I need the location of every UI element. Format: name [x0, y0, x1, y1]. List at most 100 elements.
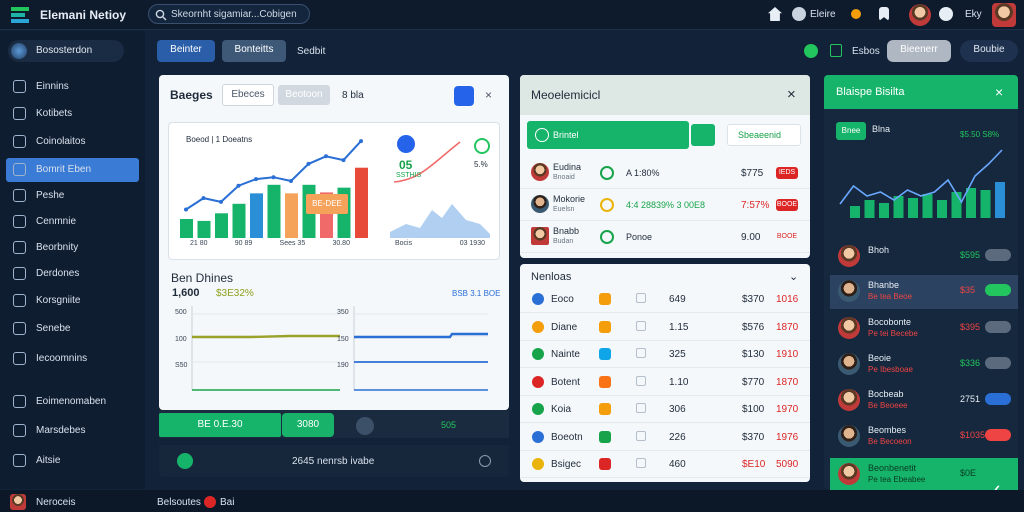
bottom-avatar[interactable]	[10, 494, 26, 510]
row-value-b: $370	[742, 431, 765, 443]
row-avatar	[531, 163, 549, 181]
action-button-2[interactable]: 3080	[282, 413, 334, 437]
portfolio-pill[interactable]	[985, 249, 1011, 261]
bookmark-icon[interactable]	[879, 7, 889, 21]
row-name: Botent	[551, 376, 580, 388]
sidebar-item-12[interactable]: Eoimenomaben	[6, 390, 139, 414]
action-button-1[interactable]: BE 0.E.30	[159, 413, 281, 437]
home-icon[interactable]	[768, 7, 782, 21]
sidebar-item-1[interactable]: Einnins	[6, 75, 139, 99]
portfolio-bar-2	[864, 200, 875, 218]
news-row[interactable]: Botent 1.10 $770 1870	[520, 369, 810, 396]
transaction-row[interactable]: Eudina Bnoaid A 1:80% $775 IEDS	[520, 158, 810, 189]
row-coin-icon	[532, 375, 544, 388]
user-label[interactable]: Eleire	[810, 9, 836, 20]
tab-4[interactable]: 8 bla	[342, 90, 364, 101]
close-icon[interactable]: ×	[787, 86, 796, 103]
news-row[interactable]: Boeotn 226 $370 1976	[520, 424, 810, 451]
portfolio-row[interactable]: Bhoh $595	[830, 240, 1018, 274]
sidebar-item-14[interactable]: Aitsie	[6, 449, 139, 473]
tab-green[interactable]: Brintel	[527, 121, 689, 149]
profile-avatar[interactable]	[992, 3, 1016, 27]
sidebar-item-4[interactable]: Bomrit Eben	[6, 158, 139, 182]
sidebar-item-6[interactable]: Cenmnie	[6, 210, 139, 234]
red-curve	[393, 141, 461, 183]
sidebar-item-label: Einnins	[36, 81, 69, 92]
row-name: Mokorie	[553, 194, 586, 204]
portfolio-pill[interactable]	[985, 321, 1011, 333]
footer-check-icon[interactable]	[177, 453, 193, 469]
tab-3[interactable]: Beotoon	[278, 85, 330, 105]
chevron-down-icon[interactable]: ⌄	[789, 271, 799, 283]
sidebar-item-9[interactable]: Korsgniite	[6, 289, 139, 313]
sidebar-item-8[interactable]: Derdones	[6, 262, 139, 286]
portfolio-pill[interactable]	[985, 284, 1011, 296]
row-name: Koia	[551, 404, 572, 415]
trend-point-1	[184, 207, 188, 212]
portfolio-row[interactable]: Beoie Pe Ibesboae $336	[830, 348, 1018, 382]
row-value-b: $130	[742, 349, 765, 360]
sidebar-item-13[interactable]: Marsdebes	[6, 419, 139, 443]
sidebar-item-label: Peshe	[36, 190, 65, 201]
y-tick-label: 350	[337, 309, 349, 316]
toolbar-right-label[interactable]: Esbos	[852, 46, 880, 57]
tab-right[interactable]: Sbeaeenid	[727, 124, 801, 146]
row-icon	[600, 230, 614, 244]
sidebar-item-label: Kotibets	[36, 108, 73, 119]
refresh-icon[interactable]	[479, 455, 491, 467]
news-row[interactable]: Bsigec 460 $E10 5090	[520, 451, 810, 478]
sidebar-item-7[interactable]: Beorbnity	[6, 236, 139, 260]
row-value-c: 1016	[776, 294, 799, 305]
tab-2[interactable]: Ebeces	[222, 84, 274, 106]
gear-icon[interactable]	[939, 7, 953, 21]
portfolio-bar-4	[893, 196, 904, 218]
sidebar-item-2[interactable]: Kotibets	[6, 102, 139, 126]
portfolio-row[interactable]: Bocobonte Pe tei Becebe $395	[830, 312, 1018, 346]
portfolio-row[interactable]: Bocbeab Be Beoeee 2751	[830, 384, 1018, 418]
toolbar-right-button[interactable]: Bieenerr	[887, 40, 951, 62]
toolbar-button-2[interactable]: Bonteitts	[222, 40, 286, 62]
side-pct: 5.%	[474, 160, 488, 169]
portfolio-bar-7	[937, 200, 947, 218]
green-ring-icon	[474, 138, 490, 154]
news-row[interactable]: Diane 1.15 $576 1870	[520, 314, 810, 341]
portfolio-row[interactable]: Bhanbe Be tea Beoe $35	[830, 275, 1018, 309]
row-value-a: 1.15	[669, 321, 689, 333]
sidebar-item-10[interactable]: Senebe	[6, 317, 139, 341]
sidebar-item-5[interactable]: Peshe	[6, 184, 139, 208]
portfolio-bar-9	[966, 188, 976, 218]
transaction-row[interactable]: Bnabb Budan Ponoe 9.00 BOOE	[520, 222, 810, 253]
coin-icon[interactable]	[849, 7, 863, 21]
news-row[interactable]: Koia 306 $100 1970	[520, 396, 810, 423]
toolbar-button-1[interactable]: Beinter	[157, 40, 215, 62]
user-icon[interactable]	[792, 7, 806, 21]
sidebar-item-11[interactable]: Iecoomnins	[6, 347, 139, 371]
portfolio-pill[interactable]	[985, 357, 1011, 369]
portfolio-pill[interactable]	[985, 429, 1011, 441]
news-row[interactable]: Eoco 649 $370 1016	[520, 286, 810, 313]
news-row[interactable]: Nainte 325 $130 1910	[520, 341, 810, 368]
search-input[interactable]: Skeornht sigamiar...Cobigen	[148, 4, 310, 24]
portfolio-row[interactable]: Beombes Be Becoeon $1035	[830, 420, 1018, 454]
close-icon[interactable]: ×	[485, 88, 493, 102]
right-label[interactable]: Eky	[965, 9, 982, 20]
portfolio-pill[interactable]	[985, 393, 1011, 405]
alert-icon[interactable]	[204, 496, 216, 508]
leaf-icon[interactable]	[691, 124, 715, 146]
portfolio-name: Bocobonte	[868, 317, 912, 327]
bar-6	[267, 184, 281, 238]
section-title: Ben Dhines	[171, 271, 234, 285]
tab-active[interactable]: Baeges	[170, 88, 213, 102]
download-icon[interactable]	[830, 44, 842, 57]
toolbar-link[interactable]: Sedbit	[297, 46, 326, 57]
toolbar-right-pill[interactable]: Boubie	[960, 40, 1018, 62]
user-avatar[interactable]	[909, 4, 931, 26]
pin-button[interactable]	[454, 86, 474, 106]
transaction-row[interactable]: Mokorie Euelsn 4:4 28839% 3 00E8 7:57% BOOE	[520, 190, 810, 221]
close-icon[interactable]: ×	[995, 84, 1004, 100]
sidebar-profile[interactable]: Bososterdon	[8, 40, 124, 62]
tool-icon[interactable]	[356, 417, 374, 435]
sidebar-item-3[interactable]: Coinolaitos	[6, 130, 139, 154]
status-icon[interactable]	[804, 44, 818, 58]
trend-point-11	[359, 139, 363, 144]
